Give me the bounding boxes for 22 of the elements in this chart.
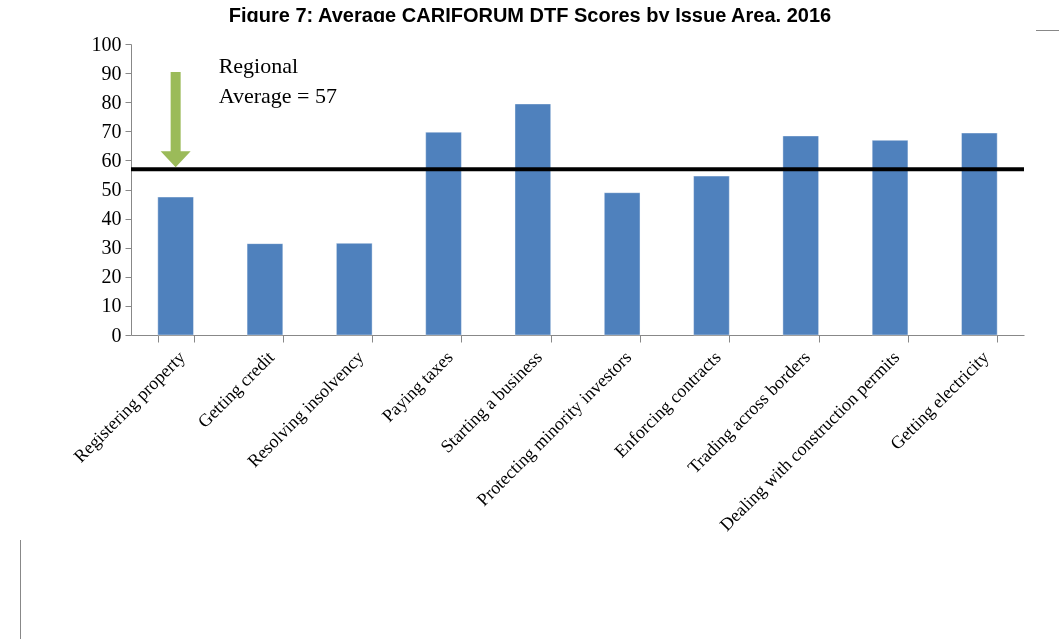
bar [782,135,820,336]
y-tick-label: 20 [101,265,122,288]
bar [871,139,909,336]
bar [514,103,552,336]
bar [603,192,641,336]
bar [335,242,373,336]
y-tick-label: 80 [101,90,122,113]
bar [157,196,195,336]
bar [425,131,462,336]
y-tick-label: 0 [111,323,122,346]
bar [960,132,998,336]
y-tick-label: 60 [101,148,122,171]
bar [693,175,730,336]
y-tick-label: 30 [101,236,122,259]
ref-line-label: Regional Average = 57 [218,53,337,108]
y-tick-label: 50 [101,178,122,200]
y-tick-label: 100 [91,32,122,55]
y-tick-label: 40 [101,207,122,230]
y-tick-label: 90 [101,61,122,84]
bar [246,243,284,336]
y-tick-label: 70 [101,119,122,142]
y-tick-label: 10 [101,294,122,317]
